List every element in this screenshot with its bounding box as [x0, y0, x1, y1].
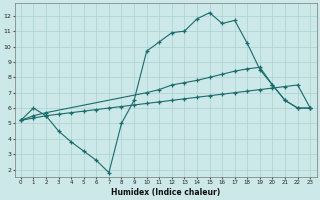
X-axis label: Humidex (Indice chaleur): Humidex (Indice chaleur) — [111, 188, 220, 197]
